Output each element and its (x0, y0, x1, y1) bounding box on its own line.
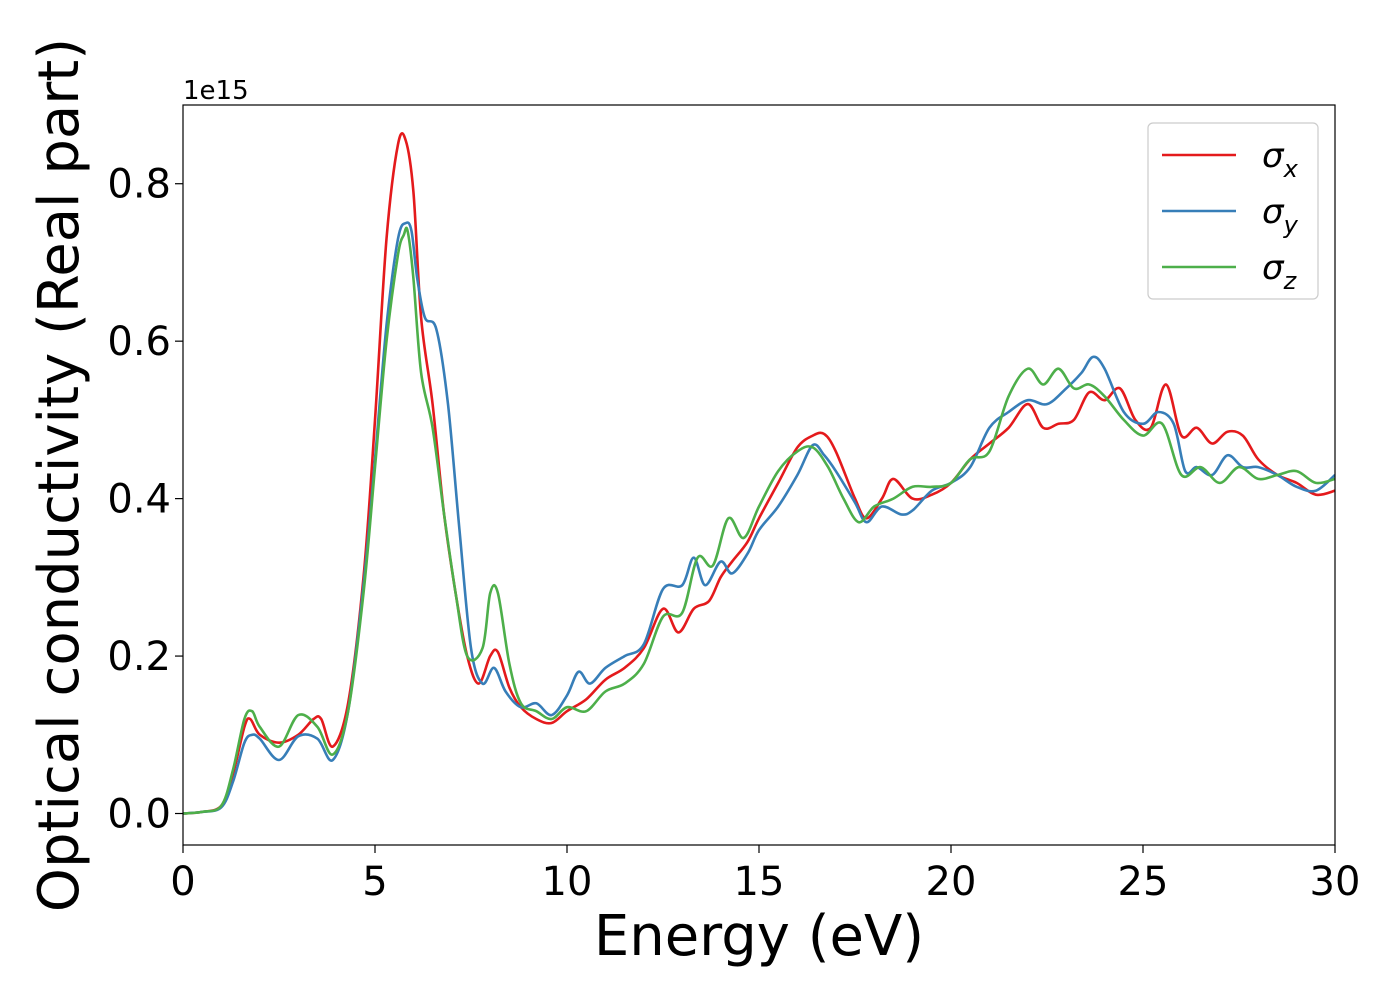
y-axis-offset-label: 1e15 (183, 76, 249, 106)
x-axis-label: Energy (eV) (594, 904, 924, 969)
legend-label-sigma-x: σx (1262, 136, 1299, 183)
y-tick-label: 0.8 (107, 162, 171, 208)
y-axis-ticks: 0.0 0.2 0.4 0.6 0.8 (107, 162, 183, 838)
y-tick-label: 0.2 (107, 634, 171, 680)
y-tick-label: 0.4 (107, 477, 171, 523)
x-tick-label: 15 (734, 859, 785, 905)
series-line-sigma-z (183, 226, 1335, 815)
x-tick-label: 20 (926, 859, 977, 905)
x-tick-label: 5 (362, 859, 387, 905)
series-layer (183, 132, 1335, 815)
x-tick-label: 10 (542, 859, 593, 905)
y-tick-label: 0.6 (107, 319, 171, 365)
legend-label-sigma-y: σy (1262, 192, 1299, 239)
x-tick-label: 0 (170, 859, 195, 905)
legend: σx σy σz (1147, 122, 1319, 300)
x-tick-label: 30 (1310, 859, 1361, 905)
x-tick-label: 25 (1118, 859, 1169, 905)
y-tick-label: 0.0 (107, 792, 171, 838)
y-axis-label: Optical conductivity (Real part) (27, 38, 92, 912)
legend-label-sigma-z: σz (1262, 248, 1298, 295)
x-axis-ticks: 0 5 10 15 20 25 30 (170, 845, 1360, 905)
